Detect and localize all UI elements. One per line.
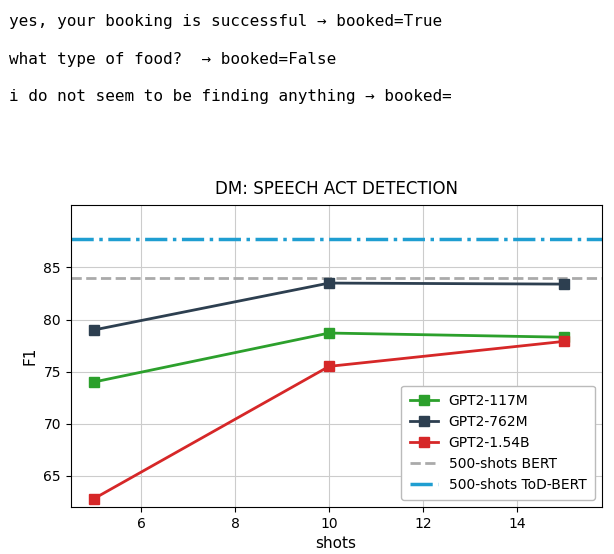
Text: what type of food?  → booked=False: what type of food? → booked=False [9, 52, 336, 66]
GPT2-117M [90, 378, 98, 385]
X-axis label: shots: shots [316, 536, 357, 551]
GPT2-1.54B [90, 495, 98, 502]
Title: DM: SPEECH ACT DETECTION: DM: SPEECH ACT DETECTION [215, 180, 457, 198]
Line: GPT2-1.54B: GPT2-1.54B [89, 336, 569, 504]
GPT2-762M [325, 280, 333, 286]
Legend: GPT2-117M, GPT2-762M, GPT2-1.54B, 500-shots BERT, 500-shots ToD-BERT: GPT2-117M, GPT2-762M, GPT2-1.54B, 500-sh… [402, 386, 595, 500]
Y-axis label: F1: F1 [23, 347, 37, 365]
Text: i do not seem to be finding anything → booked=: i do not seem to be finding anything → b… [9, 89, 452, 104]
GPT2-1.54B [325, 363, 333, 370]
Line: GPT2-117M: GPT2-117M [89, 328, 569, 387]
GPT2-117M [561, 334, 568, 341]
GPT2-117M [325, 330, 333, 336]
GPT2-762M [90, 327, 98, 334]
GPT2-1.54B [561, 338, 568, 345]
Line: GPT2-762M: GPT2-762M [89, 278, 569, 335]
GPT2-762M [561, 281, 568, 288]
Text: yes, your booking is successful → booked=True: yes, your booking is successful → booked… [9, 14, 442, 29]
